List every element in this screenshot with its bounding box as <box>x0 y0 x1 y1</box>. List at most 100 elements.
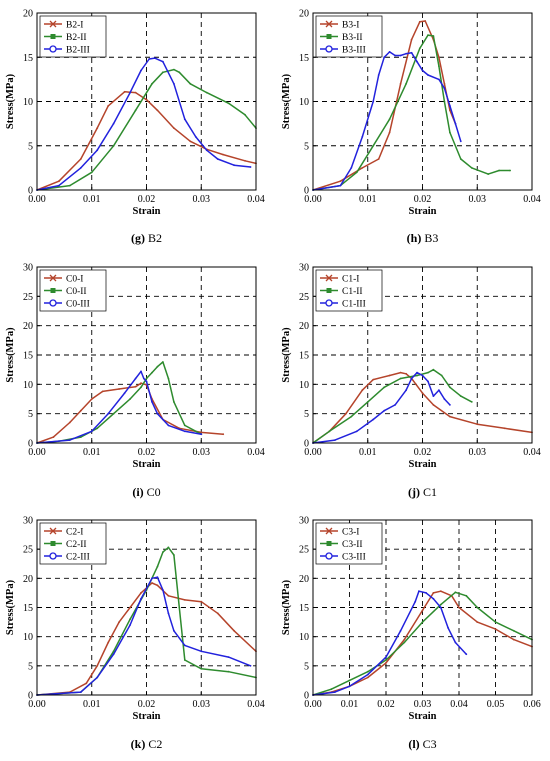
y-tick-label: 15 <box>23 603 33 614</box>
chart-panel-c2: 0.00 0.01 0.02 0.03 0.04 0 5 10 15 20 25 30 Strain St… <box>5 516 265 752</box>
data-point <box>394 404 396 406</box>
y-tick-label: 5 <box>28 409 33 420</box>
data-point <box>383 409 386 412</box>
data-point <box>200 600 203 603</box>
data-point <box>427 74 429 76</box>
legend-marker-square <box>50 288 56 293</box>
data-point <box>377 158 380 160</box>
x-axis-label: Strain <box>408 206 436 217</box>
data-point <box>156 565 159 568</box>
data-point <box>249 166 252 168</box>
y-tick-label: 20 <box>23 321 33 332</box>
caption-name: B3 <box>421 231 438 245</box>
data-point <box>173 127 175 129</box>
data-point <box>129 624 132 626</box>
data-point <box>134 377 137 380</box>
series-line-b3-i <box>312 20 457 191</box>
data-point <box>410 51 413 54</box>
data-point <box>399 82 402 85</box>
legend-marker-circle <box>49 552 57 560</box>
y-tick-label: 0 <box>28 186 33 197</box>
figure-caption: (g) B2 <box>131 231 162 245</box>
legend-marker-x <box>325 527 333 535</box>
data-point <box>403 641 406 644</box>
data-point <box>58 180 60 183</box>
series-line-c0-i <box>36 382 224 444</box>
data-point <box>449 404 451 406</box>
y-tick-label: 20 <box>299 9 309 20</box>
data-point <box>476 423 479 426</box>
data-point <box>173 401 175 403</box>
legend-label: B2-I <box>66 21 83 31</box>
data-point <box>101 390 104 393</box>
data-point <box>470 167 473 169</box>
legend-marker-circle <box>325 299 333 307</box>
data-point <box>427 34 429 36</box>
data-point <box>372 418 375 421</box>
figure-caption: (l) C3 <box>408 737 436 751</box>
data-point <box>107 412 110 415</box>
data-point <box>183 118 186 121</box>
y-axis-label: Stress(MPa) <box>5 73 16 129</box>
data-point <box>449 131 451 134</box>
data-point <box>418 47 421 50</box>
y-tick-label: 15 <box>23 53 33 64</box>
data-point <box>151 577 153 580</box>
data-point <box>361 167 364 169</box>
y-tick-label: 5 <box>304 661 309 672</box>
x-tick-label: 0.00 <box>304 194 322 205</box>
data-point <box>366 673 369 676</box>
data-point <box>112 144 115 147</box>
x-tick-label: 0.02 <box>414 447 432 458</box>
data-point <box>377 74 380 76</box>
data-point <box>162 60 164 63</box>
figure-caption: (i) C0 <box>132 485 160 499</box>
data-point <box>512 629 515 632</box>
data-point <box>330 688 333 691</box>
y-tick-label: 30 <box>299 263 309 274</box>
legend-label: B2-III <box>66 46 90 56</box>
y-tick-label: 20 <box>299 574 309 585</box>
legend-marker-x <box>49 20 57 28</box>
data-point <box>156 584 159 587</box>
data-point <box>465 653 468 656</box>
x-axis-label: Strain <box>132 206 160 217</box>
data-point <box>399 377 402 380</box>
data-point <box>129 91 132 94</box>
data-point <box>350 167 353 169</box>
series-line-b3-ii <box>312 34 511 191</box>
data-point <box>439 606 442 609</box>
data-point <box>388 131 391 134</box>
data-point <box>494 628 497 630</box>
x-tick-label: 0.02 <box>138 194 156 205</box>
x-tick-label: 0.03 <box>193 699 211 710</box>
data-point <box>503 427 506 430</box>
x-tick-label: 0.02 <box>138 699 156 710</box>
data-point <box>58 184 60 187</box>
figure-caption: (k) C2 <box>131 737 163 751</box>
data-point <box>96 664 99 667</box>
data-point <box>443 82 446 85</box>
data-point <box>222 153 225 156</box>
data-point <box>498 169 500 172</box>
caption-letter: (i) <box>132 485 143 499</box>
figure-caption: (j) C1 <box>408 485 437 499</box>
x-axis-label: Strain <box>132 459 160 470</box>
data-point <box>339 184 342 187</box>
data-point <box>388 51 391 53</box>
y-tick-label: 10 <box>23 380 33 391</box>
data-point <box>52 436 55 438</box>
data-point <box>449 415 451 418</box>
y-tick-label: 25 <box>23 545 33 556</box>
x-tick-label: 0.03 <box>414 699 432 710</box>
data-point <box>366 676 369 679</box>
data-point <box>454 641 457 644</box>
data-point <box>162 551 164 553</box>
data-point <box>403 638 406 641</box>
y-axis-label: Stress(MPa) <box>5 579 16 635</box>
legend-label: C1-II <box>342 287 363 297</box>
legend-marker-x <box>49 274 57 282</box>
legend-marker-square <box>326 541 332 546</box>
data-point <box>476 621 479 623</box>
x-axis-label: Strain <box>408 459 436 470</box>
